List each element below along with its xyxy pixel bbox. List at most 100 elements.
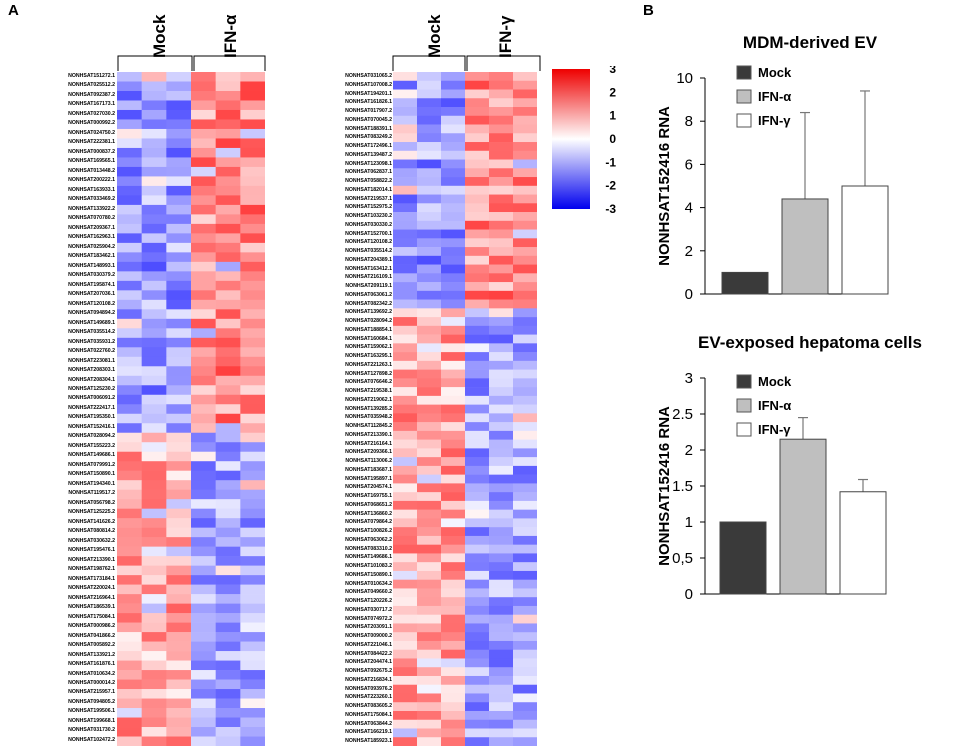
heatmap-cell [117, 328, 142, 339]
heatmap-cell [191, 518, 216, 528]
heatmap-cell [393, 142, 418, 152]
heatmap-cell [441, 89, 466, 99]
heatmap-cell [489, 500, 514, 510]
heatmap-cell [141, 100, 167, 111]
heatmap-row-label: NONHSAT183687.1 [345, 466, 392, 473]
heatmap-cell [166, 679, 192, 690]
heatmap-cell [191, 508, 216, 519]
heatmap-cell [240, 708, 265, 718]
heatmap-cell [117, 204, 142, 215]
heatmap-cell [393, 430, 418, 440]
heatmap-cell [141, 470, 167, 481]
heatmap-cell [513, 544, 537, 554]
heatmap-cell [141, 641, 167, 652]
panel-b-label: B [643, 2, 654, 19]
heatmap-cell [166, 442, 192, 453]
heatmap-cell [417, 649, 442, 659]
heatmap-cell [240, 679, 265, 690]
heatmap-row-label: NONHSAT221046.1 [345, 641, 392, 648]
heatmap-cell [441, 483, 466, 493]
heatmap-row-label: NONHSAT183462.1 [68, 253, 115, 260]
heatmap-cell [166, 261, 192, 272]
heatmap-cell [191, 128, 216, 139]
heatmap-cell [191, 204, 216, 215]
heatmap-cell [393, 273, 418, 283]
heatmap-cell [191, 166, 216, 177]
heatmap-cell [465, 535, 490, 545]
heatmap-cell [240, 119, 265, 130]
heatmap-cell [417, 212, 442, 222]
heatmap-cell [393, 107, 418, 117]
heatmap-cell [489, 72, 514, 82]
heatmap-cell [117, 527, 142, 538]
heatmap-cell [117, 546, 142, 557]
heatmap-cell [465, 483, 490, 493]
heatmap-cell [141, 128, 167, 139]
heatmap-cell [240, 261, 265, 272]
heatmap-cell [513, 422, 537, 432]
heatmap-cell [393, 203, 418, 213]
heatmap-cell [191, 280, 216, 291]
heatmap-cell [489, 483, 514, 493]
heatmap-cell [489, 492, 514, 502]
heatmap-cell [513, 675, 537, 686]
heatmap-cell [215, 138, 241, 149]
heatmap-cell [465, 264, 490, 274]
heatmap-cell [215, 337, 241, 348]
heatmap-cell [191, 480, 216, 490]
heatmap-cell [191, 489, 216, 500]
heatmap-cell [166, 413, 192, 424]
heatmap-cell [513, 614, 537, 624]
heatmap-cell [141, 546, 167, 557]
heatmap-cell [489, 605, 514, 616]
heatmap-cell [117, 176, 142, 187]
heatmap-cell [393, 527, 418, 537]
heatmap-cell [215, 660, 241, 671]
heatmap-row-label: NONHSAT025512.2 [68, 82, 115, 89]
heatmap-cell [141, 556, 167, 566]
heatmap-cell [191, 641, 216, 652]
heatmap-cell [513, 177, 537, 187]
heatmap-cell [417, 658, 442, 668]
heatmap-cell [166, 518, 192, 528]
heatmap-cell [513, 535, 537, 545]
heatmap-cell [417, 562, 442, 572]
heatmap-cell [215, 147, 241, 158]
heatmap-cell [513, 605, 537, 616]
heatmap-cell [166, 252, 192, 263]
heatmap-cell [417, 457, 442, 467]
heatmap-cell [141, 185, 167, 196]
heatmap-cell [465, 737, 490, 746]
heatmap-cell [393, 264, 418, 274]
heatmap-cell [417, 728, 442, 738]
heatmap-cell [117, 271, 142, 282]
heatmap-cell [465, 115, 490, 125]
heatmap-cell [117, 261, 142, 272]
heatmap-cell [465, 719, 490, 729]
heatmap-row-label: NONHSAT167173.1 [68, 101, 115, 108]
heatmap-cell [465, 649, 490, 659]
heatmap-row-label: NONHSAT152416.1 [68, 423, 115, 430]
heatmap-cell [465, 492, 490, 502]
heatmap-cell [240, 632, 265, 642]
colorbar-tick-label: 0 [609, 132, 616, 146]
heatmap-cell [441, 369, 466, 379]
heatmap-cell [166, 385, 192, 396]
heatmap-cell [513, 474, 537, 484]
heatmap-cell [117, 717, 142, 728]
heatmap-cell [141, 157, 167, 168]
heatmap-cell [441, 413, 466, 423]
heatmap-cell [191, 622, 216, 633]
heatmap-cell [141, 233, 167, 244]
heatmap-cell [489, 404, 514, 414]
heatmap-cell [417, 667, 442, 677]
heatmap-cell [117, 347, 142, 358]
heatmap-cell [166, 90, 192, 101]
heatmap-cell [441, 675, 466, 686]
heatmap-row-label: NONHSAT155223.2 [68, 442, 115, 449]
heatmap-cell [441, 142, 466, 152]
heatmap-cell [441, 255, 466, 265]
heatmap-cell [141, 195, 167, 206]
heatmap-cell [465, 299, 490, 309]
heatmap-cell [393, 597, 418, 607]
